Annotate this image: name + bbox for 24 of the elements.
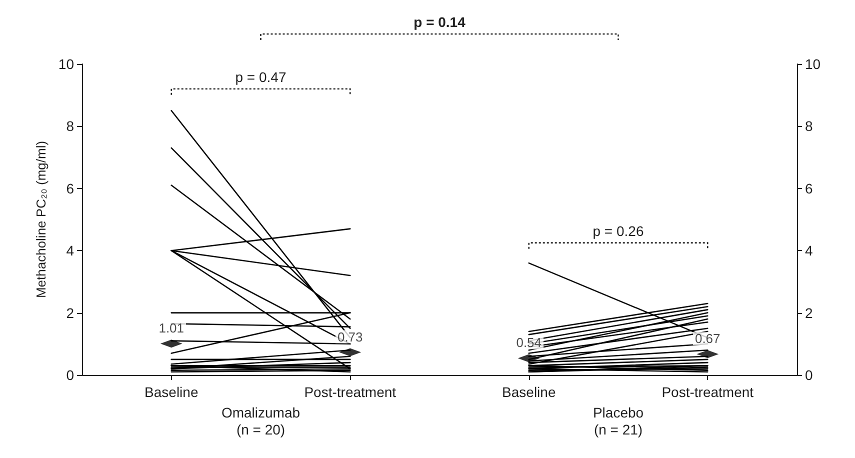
y2-tick-label: 0 [805,367,813,383]
data-label: 1.01 [158,320,184,336]
annotation: p = 0.26 [592,222,644,239]
x-tick-label: Post-treatment [662,384,754,400]
y-tick-label: 4 [66,242,74,259]
annotation: p = 0.47 [235,68,286,85]
y-axis-title: Methacholine PC₂₀ (mg/ml) [34,140,49,298]
x-tick-label: Baseline [144,384,198,400]
data-label: 0.54 [516,335,542,350]
x-tick-label: Baseline [502,384,556,400]
y2-tick-label: 6 [805,180,813,196]
y-tick-label: 8 [66,118,74,134]
text: Placebo (n = 21) [592,404,644,438]
y2-tick-label: 2 [805,304,813,321]
text: Omalizumab (n = 20) [221,404,300,438]
y2-tick-label: 8 [805,118,813,134]
y2-tick-label: 4 [805,242,813,259]
y2-tick-label: 10 [805,56,821,72]
y-tick-label: 6 [66,180,74,196]
y-tick-label: 0 [66,367,74,383]
y-tick-label: 2 [66,304,74,321]
text: p = 0.14 [414,14,466,30]
x-tick-label: Post-treatment [304,384,396,400]
y-tick-label: 10 [58,56,74,72]
